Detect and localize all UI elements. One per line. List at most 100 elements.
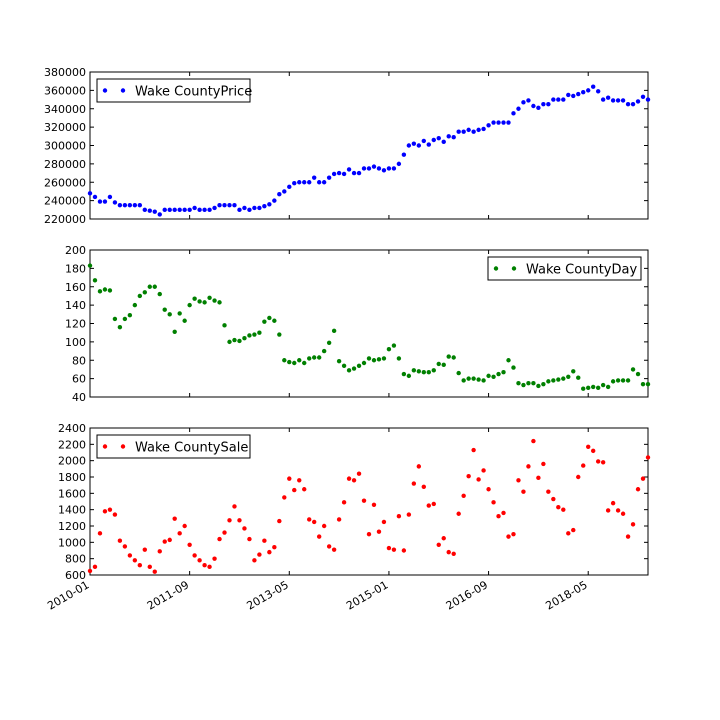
price-data-point xyxy=(541,101,546,107)
day-data-point xyxy=(316,355,322,360)
sale-data-point xyxy=(615,508,621,513)
sale-data-point xyxy=(177,531,182,536)
price-data-point xyxy=(376,166,382,171)
price-data-point xyxy=(167,207,172,213)
price-data-point xyxy=(207,207,212,213)
sale-data-point xyxy=(287,476,292,481)
day-data-point xyxy=(431,368,436,373)
day-data-point xyxy=(97,289,103,294)
price-data-point xyxy=(117,203,123,208)
day-data-point xyxy=(610,379,616,384)
day-data-point xyxy=(217,300,222,305)
price-data-point xyxy=(501,120,506,125)
day-legend-marker xyxy=(511,266,517,271)
price-data-point xyxy=(162,207,167,213)
sale-data-point xyxy=(551,496,556,502)
sale-y-tick-label: 2400 xyxy=(58,422,86,435)
sale-data-point xyxy=(232,504,237,509)
price-data-point xyxy=(426,142,431,147)
sale-data-point xyxy=(640,476,646,481)
day-data-point xyxy=(605,384,611,390)
price-data-point xyxy=(292,180,297,186)
day-data-point xyxy=(247,333,252,338)
price-data-point xyxy=(326,175,332,180)
price-data-point xyxy=(87,191,93,196)
sale-data-point xyxy=(571,527,576,533)
price-data-point xyxy=(242,205,247,211)
sale-data-point xyxy=(461,493,466,498)
day-data-point xyxy=(167,312,172,317)
sale-data-point xyxy=(307,517,312,522)
day-data-point xyxy=(197,299,202,304)
day-data-point xyxy=(620,378,626,383)
sale-data-point xyxy=(162,539,167,544)
sale-data-point xyxy=(506,534,511,539)
sale-data-point xyxy=(401,548,407,553)
day-data-point xyxy=(277,332,282,337)
sale-data-point xyxy=(212,556,217,561)
day-legend-label: Wake CountyDay xyxy=(526,263,637,278)
sale-data-point xyxy=(411,481,417,486)
sale-data-point xyxy=(197,558,202,563)
price-data-point xyxy=(521,100,526,105)
price-legend-label: Wake CountyPrice xyxy=(135,85,252,100)
sale-data-point xyxy=(576,474,581,480)
sale-data-point xyxy=(431,501,436,507)
sale-data-point xyxy=(247,536,252,542)
sale-y-tick-label: 2000 xyxy=(58,455,86,468)
day-data-point xyxy=(441,362,446,368)
day-data-point xyxy=(232,337,237,343)
price-data-point xyxy=(232,203,237,208)
sale-data-point xyxy=(521,489,526,494)
sale-data-point xyxy=(87,568,93,574)
day-legend-marker xyxy=(493,266,499,271)
price-data-point xyxy=(635,99,641,104)
price-legend-marker xyxy=(120,88,126,93)
sale-data-point xyxy=(147,564,152,570)
price-data-point xyxy=(257,205,262,211)
price-data-point xyxy=(461,129,466,134)
price-data-point xyxy=(371,164,377,169)
price-data-point xyxy=(346,167,352,172)
day-y-tick-label: 160 xyxy=(65,281,86,294)
day-y-tick-label: 40 xyxy=(72,391,86,404)
sale-data-point xyxy=(590,448,596,454)
day-data-point xyxy=(147,284,152,289)
day-data-point xyxy=(531,381,536,386)
day-data-point xyxy=(371,358,377,363)
price-data-point xyxy=(411,141,417,146)
price-data-point xyxy=(605,95,611,100)
day-data-point xyxy=(336,358,342,364)
day-data-point xyxy=(446,354,451,359)
day-data-point xyxy=(595,385,601,391)
day-data-point xyxy=(561,376,566,381)
sale-y-tick-label: 1200 xyxy=(58,520,86,533)
price-data-point xyxy=(217,203,222,208)
sale-data-point xyxy=(595,459,601,464)
sale-data-point xyxy=(486,487,491,492)
sale-data-point xyxy=(645,455,651,460)
price-data-point xyxy=(182,207,187,213)
sale-data-point xyxy=(132,558,138,563)
day-data-point xyxy=(526,381,531,386)
day-data-point xyxy=(466,376,471,381)
day-data-point xyxy=(366,356,372,361)
price-data-point xyxy=(421,138,427,144)
price-data-point xyxy=(267,202,272,207)
day-data-point xyxy=(536,383,541,389)
sale-data-point xyxy=(302,487,307,492)
price-data-point xyxy=(615,98,621,103)
day-data-point xyxy=(640,381,646,387)
day-data-point xyxy=(456,370,461,376)
sale-data-point xyxy=(346,476,352,481)
price-data-point xyxy=(202,207,207,213)
price-data-point xyxy=(252,205,257,211)
day-data-point xyxy=(391,343,397,348)
day-data-point xyxy=(471,376,476,381)
sale-data-point xyxy=(321,523,327,529)
x-tick-label: 2018-05 xyxy=(543,578,589,612)
day-data-point xyxy=(581,386,586,391)
sale-data-point xyxy=(531,438,536,444)
sale-data-point xyxy=(361,498,367,503)
day-data-point xyxy=(571,369,576,374)
